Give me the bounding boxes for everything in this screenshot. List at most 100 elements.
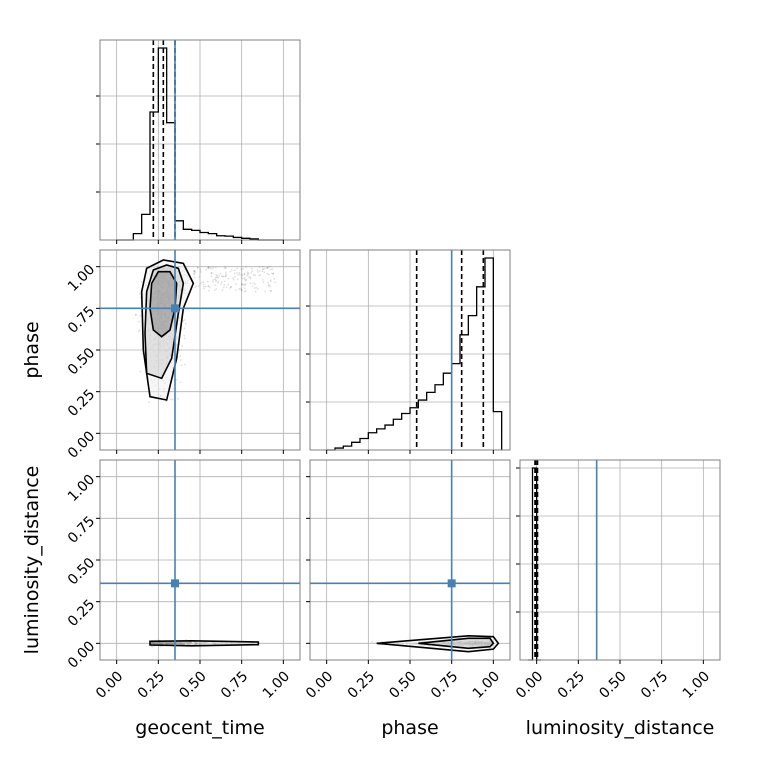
sample-point xyxy=(207,267,209,269)
sample-point xyxy=(214,284,217,287)
sample-point xyxy=(262,281,265,284)
x-tick-label: 0.50 xyxy=(386,668,419,701)
sample-point xyxy=(254,283,256,286)
sample-point xyxy=(265,266,268,269)
sample-point xyxy=(227,283,229,286)
sample-point xyxy=(269,279,272,282)
joint-panel-geocent_time-luminosity_distance xyxy=(96,459,301,664)
sample-point xyxy=(237,274,239,276)
sample-point xyxy=(179,355,182,358)
sample-point xyxy=(270,289,273,292)
sample-point xyxy=(221,289,224,292)
sample-point xyxy=(263,271,266,274)
sample-point xyxy=(229,286,231,289)
sample-point xyxy=(231,277,234,279)
sample-point xyxy=(140,280,143,283)
x-tick-label: 0.00 xyxy=(513,668,546,701)
sample-point xyxy=(272,272,275,275)
sample-point xyxy=(239,287,242,290)
x-tick-label: 1.00 xyxy=(260,668,293,701)
sample-point xyxy=(258,266,261,269)
sample-point xyxy=(243,276,246,279)
contour-1 xyxy=(376,635,500,653)
sample-point xyxy=(135,313,138,316)
sample-point xyxy=(139,314,141,317)
sample-point xyxy=(193,270,196,273)
y-tick-label: 0.75 xyxy=(65,513,98,546)
sample-point xyxy=(249,277,252,280)
sample-point xyxy=(245,266,247,268)
sample-point xyxy=(180,359,182,362)
sample-point xyxy=(253,287,256,289)
y-tick-label: 0.00 xyxy=(65,428,98,461)
sample-point xyxy=(178,349,181,351)
sample-point xyxy=(236,278,239,281)
x-tick-label: 0.50 xyxy=(596,668,629,701)
contour-0 xyxy=(418,637,495,650)
sample-point xyxy=(219,272,222,275)
sample-point xyxy=(151,645,154,648)
sample-point xyxy=(267,284,270,287)
histogram-geocent_time xyxy=(116,47,284,241)
x-axis-label-phase: phase xyxy=(381,717,438,739)
y-tick-label: 0.50 xyxy=(65,555,98,588)
sample-point xyxy=(207,285,210,288)
sample-point xyxy=(244,279,247,282)
sample-point xyxy=(246,271,249,274)
sample-point xyxy=(137,330,140,333)
sample-point xyxy=(231,269,233,271)
sample-point xyxy=(216,276,219,279)
sample-point xyxy=(194,286,196,289)
sample-point xyxy=(222,286,225,289)
sample-point xyxy=(256,288,259,290)
x-tick-label: 0.00 xyxy=(93,668,126,701)
sample-point xyxy=(165,400,167,403)
x-tick-label: 1.00 xyxy=(470,668,503,701)
sample-point xyxy=(240,268,243,271)
sample-point xyxy=(180,364,183,367)
sample-point xyxy=(263,267,266,270)
panel-content xyxy=(310,460,510,660)
sample-point xyxy=(215,280,218,283)
sample-point xyxy=(184,363,186,366)
sample-point xyxy=(225,273,228,276)
sample-point xyxy=(200,282,203,284)
sample-point xyxy=(172,387,175,390)
sample-point xyxy=(240,289,243,291)
x-tick-label: 0.75 xyxy=(218,668,251,701)
sample-point xyxy=(240,283,243,286)
sample-point xyxy=(245,278,248,281)
sample-point xyxy=(203,285,205,288)
sample-point xyxy=(225,286,228,289)
sample-point xyxy=(234,275,236,278)
sample-point xyxy=(270,280,272,283)
sample-point xyxy=(251,270,254,273)
sample-point xyxy=(215,288,218,290)
x-tick-label: 1.00 xyxy=(680,668,713,701)
y-tick-label: 0.00 xyxy=(65,638,98,671)
sample-point xyxy=(183,319,186,321)
sample-point xyxy=(203,287,206,290)
sample-point xyxy=(212,280,214,283)
contour-2 xyxy=(140,259,195,401)
sample-point xyxy=(261,270,264,273)
x-tick-label: 0.25 xyxy=(555,668,588,701)
sample-point xyxy=(216,274,219,277)
sample-point xyxy=(148,401,150,404)
sample-point xyxy=(251,267,253,270)
sample-point xyxy=(210,268,213,270)
y-axis-label-luminosity_distance: luminosity_distance xyxy=(21,466,43,655)
sample-point xyxy=(202,283,205,286)
contour-0 xyxy=(149,270,178,338)
sample-point xyxy=(271,272,273,275)
contour-0 xyxy=(149,640,260,647)
sample-point xyxy=(254,290,257,293)
sample-point xyxy=(262,268,265,271)
sample-point xyxy=(248,276,250,278)
sample-point xyxy=(257,271,259,273)
sample-point xyxy=(269,290,272,292)
sample-point xyxy=(220,281,223,283)
sample-point xyxy=(246,273,249,276)
sample-point xyxy=(207,266,210,269)
